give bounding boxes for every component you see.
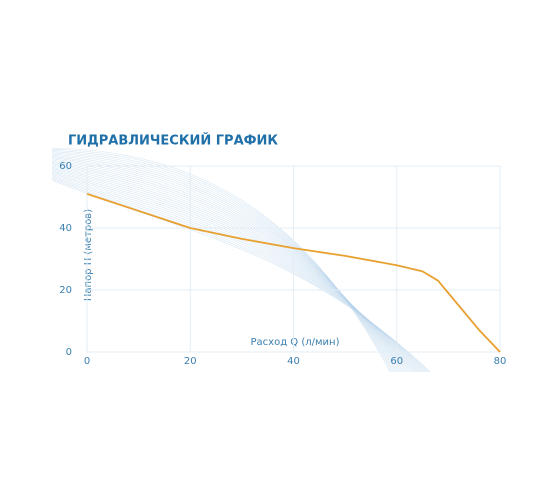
x-axis-label: Расход Q (л/мин) [251,337,340,348]
decor-wave [51,159,406,373]
y-tick-label: 0 [66,347,72,358]
data-line [86,193,501,353]
decor-wave [51,162,409,373]
x-tick-label: 0 [84,356,90,367]
decor-wave [51,174,424,373]
decor [51,147,431,373]
decor-wave [51,148,392,373]
decor-wave [51,157,403,373]
decor-wave [51,154,400,373]
y-tick-label: 60 [59,161,72,172]
decor-wave [51,156,401,373]
decor-wave [51,153,398,373]
y-axis-label: Напор Н (метров) [83,209,94,301]
x-tick-label: 40 [287,356,300,367]
y-tick-label: 20 [59,285,72,296]
x-tick-label: 80 [494,356,507,367]
y-tick-label: 40 [59,223,72,234]
decor-wave [51,172,422,373]
decor-wave [51,178,430,373]
decor-wave [51,166,415,373]
chart-title: ГИДРАВЛИЧЕСКИЙ ГРАФИК [68,133,278,149]
x-tick-label: 20 [184,356,197,367]
x-tick-label: 60 [390,356,403,367]
decor-wave [51,151,395,373]
decor-wave [51,177,428,373]
